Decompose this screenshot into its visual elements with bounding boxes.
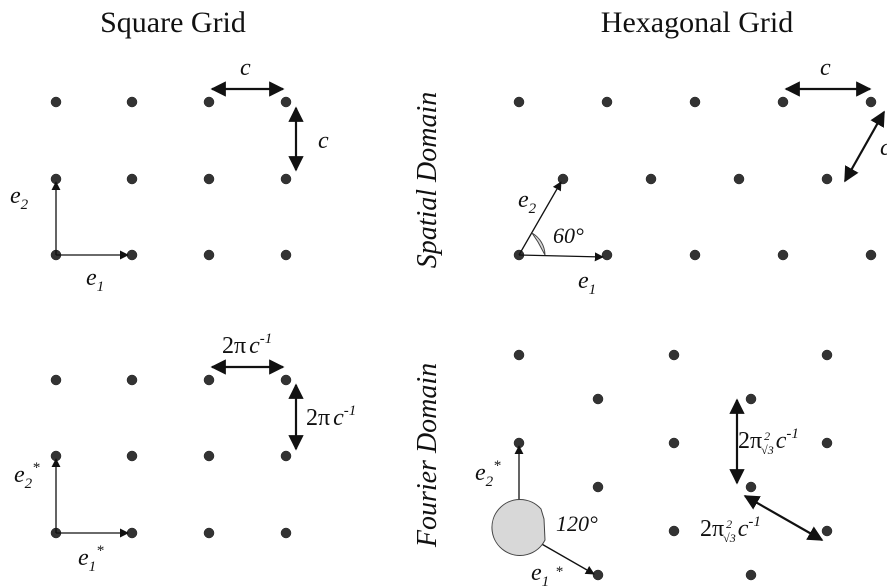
square-spatial-lattice [50,96,292,261]
square-fourier-lattice [50,374,292,539]
title-square-grid: Square Grid [100,6,246,39]
lattice-point [689,249,701,261]
lattice-point [592,393,604,405]
label-angle-60: 60° [553,223,584,248]
lattice-point [280,374,292,386]
label-2pi-c-inv-vertical: 2π c-1 [306,403,356,431]
lattice-point [745,393,757,405]
label-c-vertical: c [318,128,329,154]
angle-arc-60 [531,232,546,256]
label-2pi-frac-c-inv-diagonal: 2π 2 √3c-1 [700,514,761,545]
label-e1: e1 [578,268,596,298]
lattice-point [513,349,525,361]
lattice-point [601,96,613,108]
lattice-point [601,249,613,261]
label-2pi-frac-c-inv-vertical: 2π 2 √3c-1 [738,426,799,457]
lattice-point [745,569,757,581]
lattice-point [821,525,833,537]
lattice-point [777,96,789,108]
lattice-point [126,374,138,386]
hex-fourier-lattice [513,349,833,581]
lattice-point [865,249,877,261]
lattice-point [280,249,292,261]
lattice-point [668,437,680,449]
spacing-arrow-diagonal [743,495,824,541]
lattice-point [203,527,215,539]
lattice-point [821,173,833,185]
lattice-point [745,481,757,493]
title-hexagonal-grid: Hexagonal Grid [601,6,793,39]
lattice-point [645,173,657,185]
lattice-point [126,527,138,539]
lattice-point [668,525,680,537]
vector-e2 [518,181,562,256]
lattice-point [50,374,62,386]
label-c-diagonal: c [880,135,887,161]
vector-e1 [518,252,604,262]
lattice-point [668,349,680,361]
label-e2: e2 [10,183,29,213]
lattice-point [557,173,569,185]
label-angle-120: 120° [556,511,598,536]
spacing-arrow-diagonal [844,110,885,183]
lattice-point [821,437,833,449]
lattice-point [280,96,292,108]
lattice-point [733,173,745,185]
lattice-point [203,374,215,386]
lattice-point [203,450,215,462]
lattice-point [280,527,292,539]
label-spatial-domain: Spatial Domain [412,92,443,269]
hex-spatial-lattice [513,96,877,261]
lattice-point [50,96,62,108]
lattice-point [777,249,789,261]
lattice-point [126,173,138,185]
lattice-point [513,96,525,108]
lattice-point [592,481,604,493]
label-c-horizontal: c [820,55,831,81]
label-e2-star: e2* [475,458,501,490]
label-2pi-c-inv-horizontal: 2π c-1 [222,331,272,359]
label-e1-star: e1* [531,560,563,586]
label-fourier-domain: Fourier Domain [412,363,443,548]
lattice-point [280,173,292,185]
lattice-point [689,96,701,108]
lattice-point [126,450,138,462]
lattice-point [203,249,215,261]
lattice-point [126,96,138,108]
angle-arc-120 [491,499,546,556]
lattice-point [865,96,877,108]
lattice-point [280,450,292,462]
lattice-point [592,569,604,581]
lattice-point [126,249,138,261]
label-c-horizontal: c [240,55,251,81]
lattice-point [821,349,833,361]
label-e1: e1 [86,265,104,295]
label-e2-star: e2* [14,460,40,492]
label-e2: e2 [518,187,537,217]
label-e1-star: e1* [78,543,104,575]
lattice-point [203,96,215,108]
lattice-point [203,173,215,185]
